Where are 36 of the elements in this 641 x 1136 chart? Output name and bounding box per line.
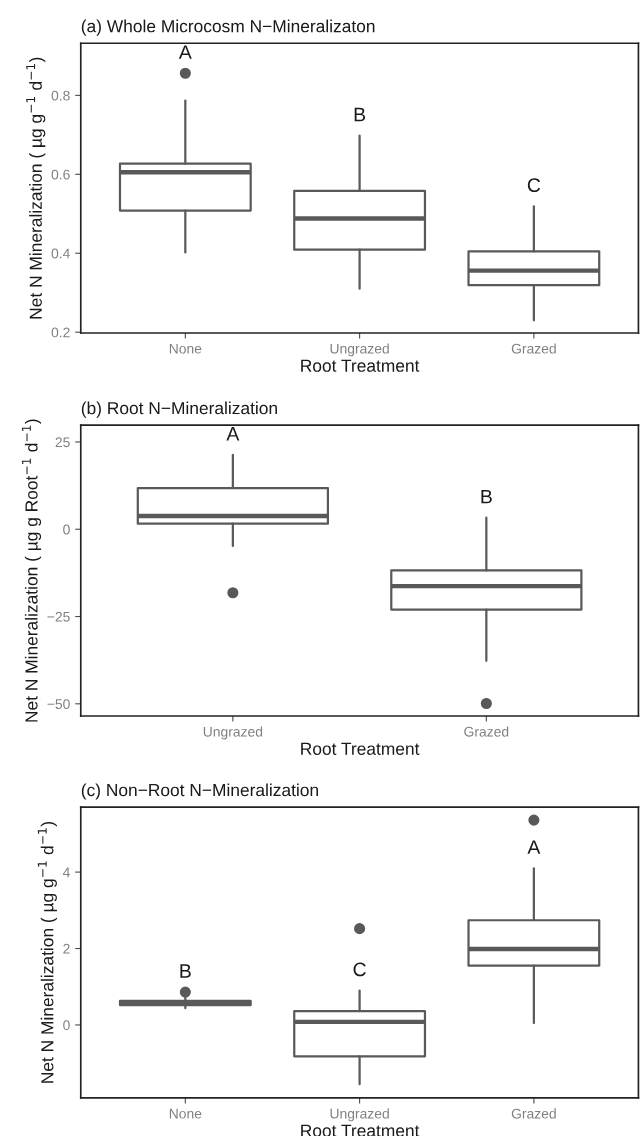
y-tick-label: 0.4 xyxy=(51,248,70,259)
y-tick-label: −25 xyxy=(47,611,70,622)
chart-title: (a) Whole Microcosm N−Mineralizaton xyxy=(81,19,375,36)
y-tick-label: 0 xyxy=(63,1020,70,1031)
x-tick-label: Ungrazed xyxy=(330,1108,389,1122)
x-axis-title: Root Treatment xyxy=(301,1124,420,1136)
x-tick-label: Ungrazed xyxy=(203,726,263,740)
y-tick-label: 0.2 xyxy=(51,327,70,338)
y-axis-title: Net N Mineralization ( µg g Root$^{−1}$ d$^{−1}$) xyxy=(21,419,42,722)
annotation: A xyxy=(178,45,192,59)
annotation: A xyxy=(527,840,541,854)
y-axis-title: Net N Mineralization ( µg g$^{−1}$ d$^{−1}$) xyxy=(26,57,46,319)
x-tick-label: Grazed xyxy=(511,343,556,354)
chart-title: (b) Root N−Mineralization xyxy=(81,401,277,418)
y-axis-title: Net N Mineralization ( µg g$^{−1}$ d$^{−1}$) xyxy=(37,822,57,1083)
annotation: C xyxy=(353,962,366,977)
annotation: C xyxy=(527,178,541,193)
x-tick-label: Grazed xyxy=(511,1108,556,1119)
x-axis-title: Root Treatment xyxy=(301,359,420,372)
annotation: B xyxy=(354,107,366,122)
annotation: A xyxy=(226,427,240,441)
y-tick-label: 0.6 xyxy=(51,169,70,180)
x-tick-label: None xyxy=(169,343,202,354)
y-tick-label: 4 xyxy=(62,867,70,878)
x-tick-label: Ungrazed xyxy=(330,343,389,357)
x-tick-label: None xyxy=(169,1108,202,1119)
y-tick-label: 25 xyxy=(55,437,70,448)
annotation: B xyxy=(481,489,492,504)
y-tick-label: 0 xyxy=(63,524,70,535)
annotation: B xyxy=(180,964,191,978)
y-tick-label: −50 xyxy=(47,699,70,709)
y-tick-label: 0.8 xyxy=(51,90,70,101)
y-tick-label: 2 xyxy=(63,943,70,954)
chart-title: (c) Non−Root N−Mineralization xyxy=(81,783,318,800)
x-tick-label: Grazed xyxy=(464,726,509,737)
x-axis-title: Root Treatment xyxy=(301,742,420,755)
